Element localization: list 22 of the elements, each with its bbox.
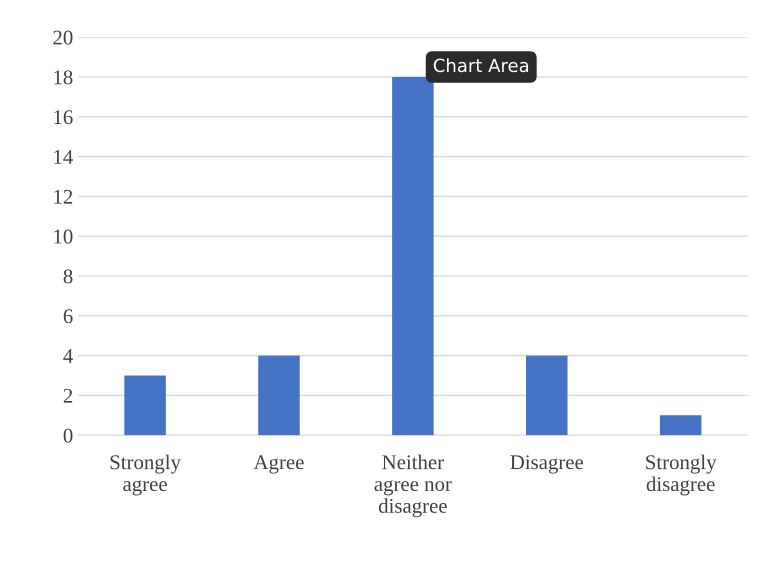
y-tick-label: 18 (54, 70, 72, 84)
y-tick-label: 0 (64, 428, 72, 443)
x-tick-label: Neither agree nor disagree (374, 454, 452, 518)
y-tick-label: 12 (54, 190, 72, 204)
bar (124, 375, 166, 436)
bar (660, 415, 702, 436)
annotation: Chart Area (434, 58, 528, 72)
x-tick-label: Agree (254, 455, 304, 474)
y-tick-label: 16 (54, 110, 73, 124)
x-tick-label: Strongly agree (110, 454, 181, 496)
y-tick-label: 20 (53, 30, 72, 45)
y-tick-label: 4 (63, 349, 73, 363)
x-tick-label: Disagree (510, 455, 584, 474)
bar (392, 76, 434, 436)
y-tick-label: 14 (54, 150, 73, 164)
x-tick-label: Strongly disagree (646, 454, 716, 496)
y-tick-label: 6 (64, 309, 73, 324)
y-tick-label: 8 (64, 269, 72, 284)
y-tick-label: 10 (54, 230, 72, 244)
bar (526, 356, 568, 436)
bar (258, 356, 300, 436)
y-tick-label: 2 (64, 388, 72, 403)
